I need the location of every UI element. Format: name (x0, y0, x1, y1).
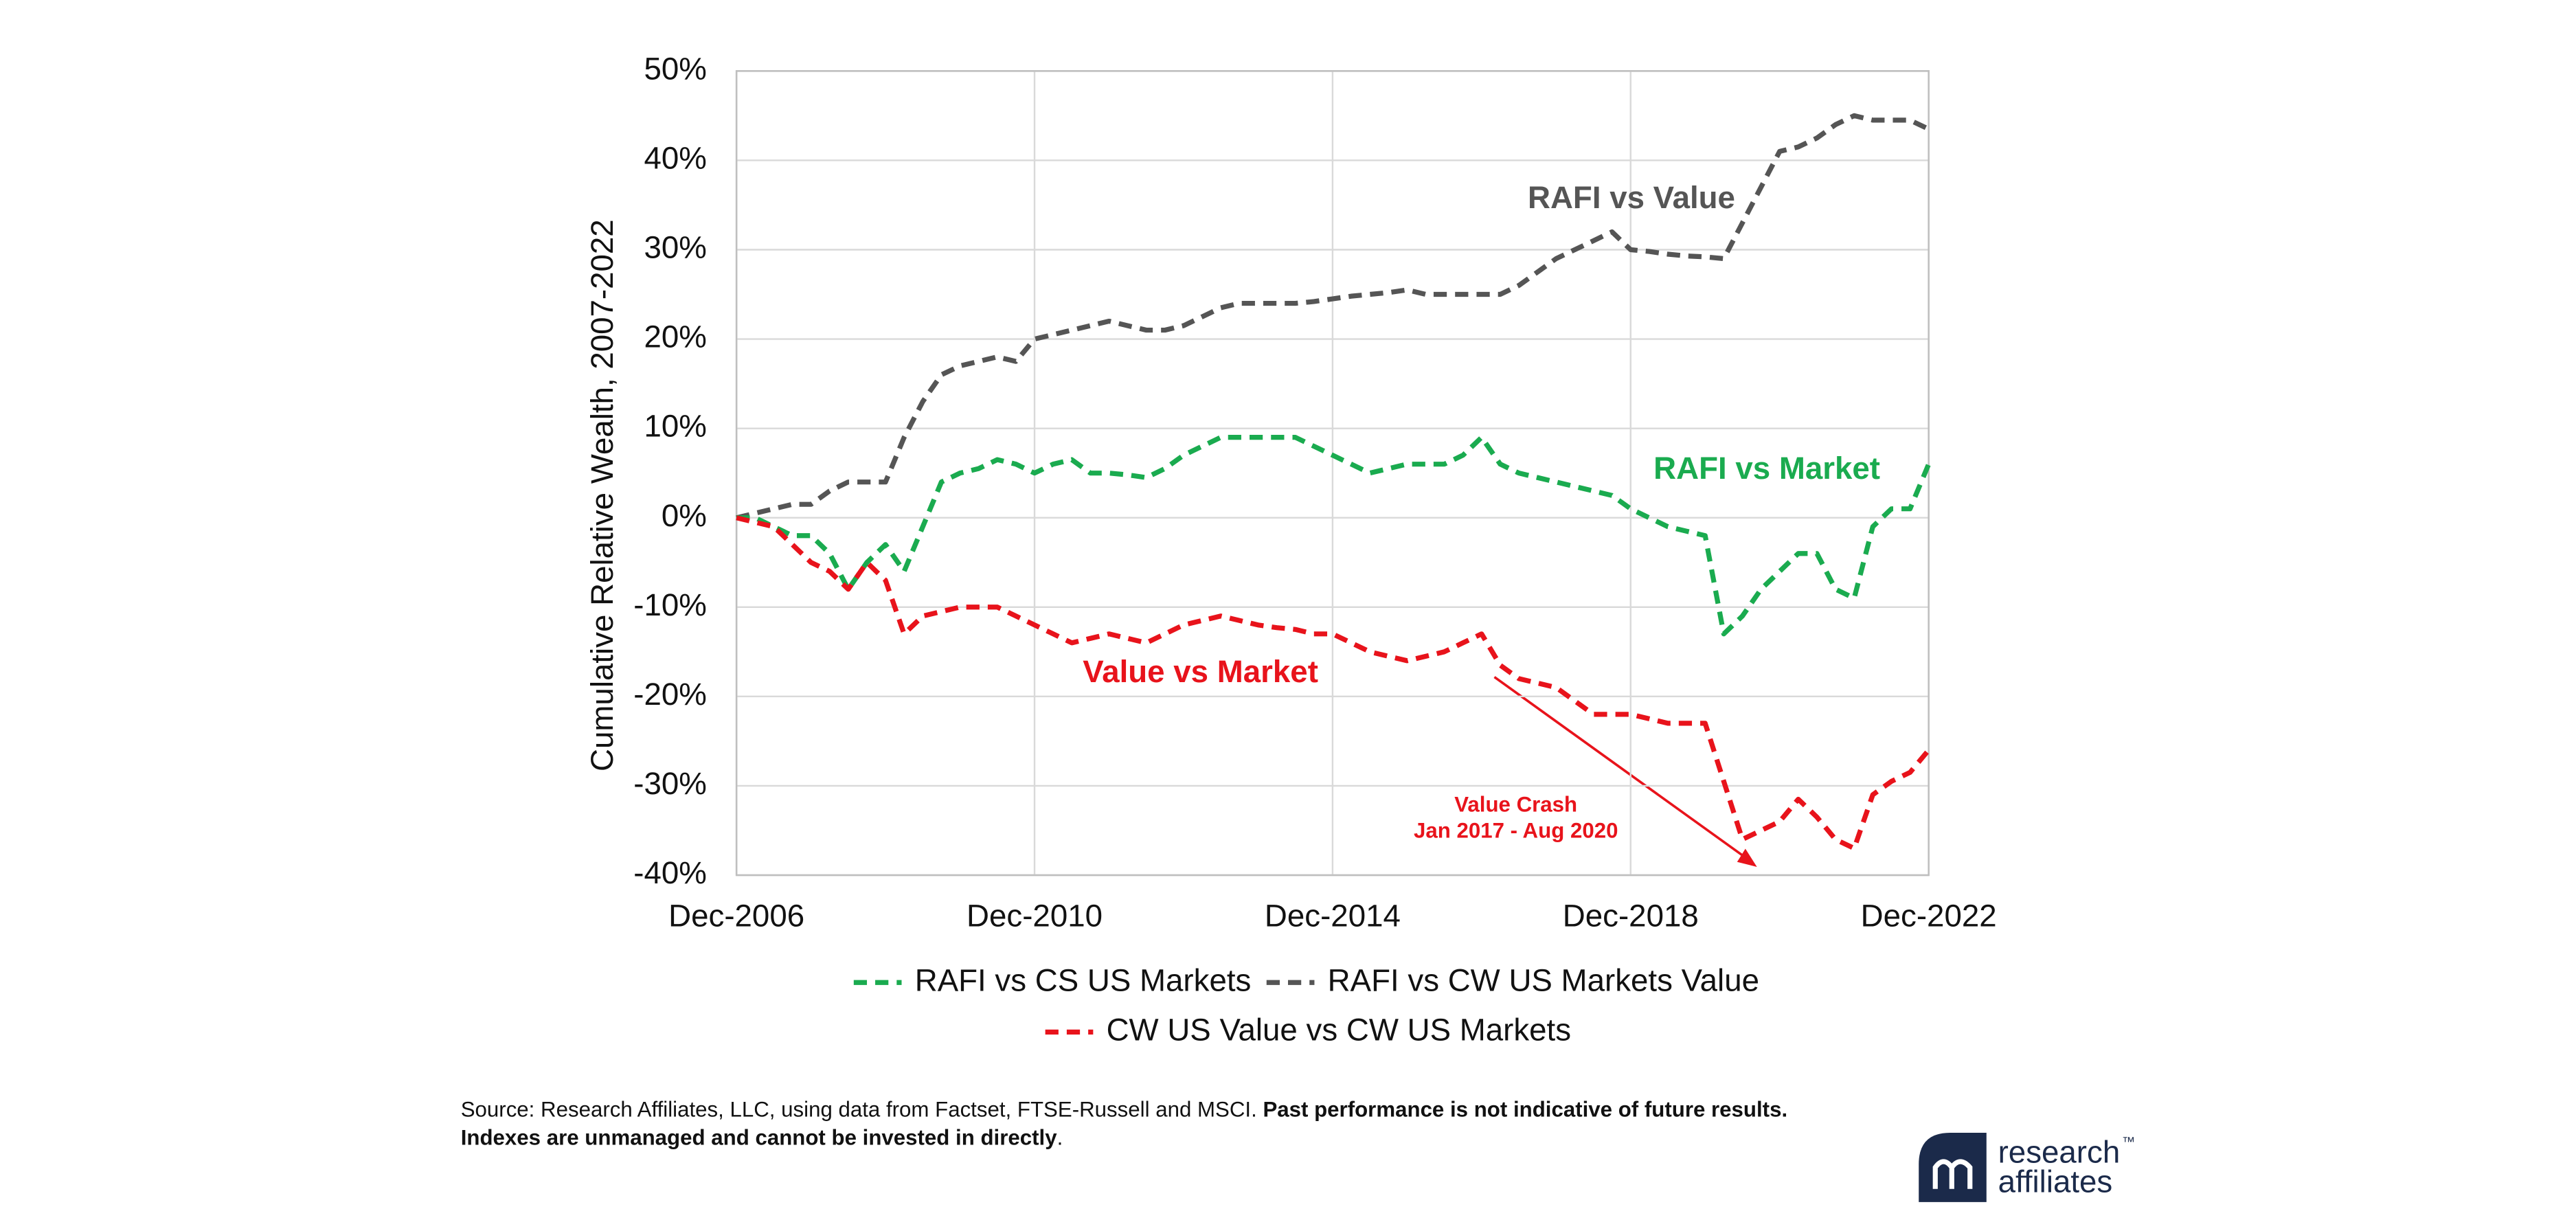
annotation: RAFI vs Value (1528, 180, 1735, 215)
logo-glyph (1932, 1159, 1973, 1189)
y-tick-label: 40% (644, 140, 706, 175)
x-tick-label: Dec-2014 (1265, 899, 1401, 934)
y-tick-label: -20% (633, 677, 707, 712)
legend-label: RAFI vs CW US Markets Value (1328, 962, 1759, 997)
footnote-line2: Indexes are unmanaged and cannot be inve… (461, 1126, 1063, 1150)
y-tick-label: 50% (644, 51, 706, 86)
footnote-bold: Past performance is not indicative of fu… (1263, 1098, 1787, 1122)
footnote-text: Source: Research Affiliates, LLC, using … (461, 1098, 1257, 1122)
annotation: Value Crash (1454, 792, 1577, 816)
x-tick-label: Dec-2006 (668, 899, 804, 934)
y-axis-label: Cumulative Relative Wealth, 2007-2022 (585, 219, 620, 771)
arrow-head (1737, 848, 1757, 867)
x-tick-label: Dec-2022 (1861, 899, 1997, 934)
logo-text: affiliates (1998, 1164, 2113, 1199)
footnote-text: . (1057, 1126, 1063, 1150)
logo-text: research (1998, 1134, 2121, 1169)
y-tick-label: 0% (662, 498, 707, 533)
series-line (736, 113, 1930, 521)
y-tick-label: 30% (644, 230, 706, 265)
annotation: Jan 2017 - Aug 2020 (1414, 819, 1618, 843)
series-line (736, 435, 1931, 637)
y-tick-label: -40% (633, 855, 707, 890)
annotation-arrow (1493, 676, 1748, 860)
annotation: Value vs Market (1083, 654, 1318, 689)
series-line (736, 515, 1931, 851)
annotation: RAFI vs Market (1653, 451, 1880, 486)
x-tick-label: Dec-2018 (1563, 899, 1699, 934)
footnote-bold: Indexes are unmanaged and cannot be inve… (461, 1126, 1057, 1150)
legend-label: CW US Value vs CW US Markets (1107, 1012, 1571, 1047)
y-tick-label: 10% (644, 409, 706, 444)
x-tick-label: Dec-2010 (967, 899, 1103, 934)
legend-label: RAFI vs CS US Markets (915, 962, 1252, 997)
y-tick-label: 20% (644, 319, 706, 354)
plot-border (735, 70, 1930, 877)
logo-tm: ™ (2122, 1135, 2135, 1149)
footnote-line1: Source: Research Affiliates, LLC, using … (461, 1098, 1787, 1122)
logo: research ™ affiliates (1919, 1132, 2135, 1202)
y-tick-label: -30% (633, 766, 707, 801)
y-tick-label: -10% (633, 587, 707, 622)
